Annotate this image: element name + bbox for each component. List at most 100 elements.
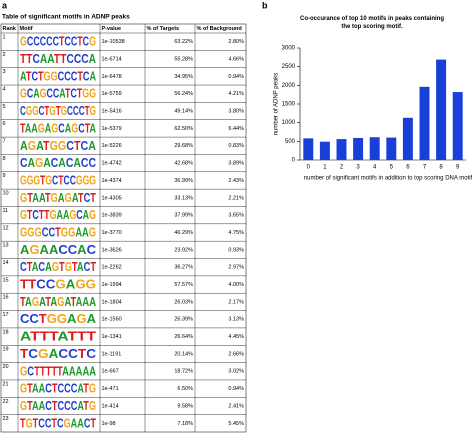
y-tick-label: 1500 bbox=[282, 102, 296, 108]
rank: 17 bbox=[3, 312, 9, 318]
column-header: P-value bbox=[102, 26, 122, 32]
rank: 4 bbox=[3, 86, 6, 92]
column-header: % of Targets bbox=[147, 26, 180, 32]
cell: 1e-3770 bbox=[102, 230, 122, 236]
motif-logo: TGTCCTCGAACT bbox=[20, 416, 96, 431]
rank: 15 bbox=[3, 277, 9, 283]
rank: 21 bbox=[3, 381, 9, 387]
x-tick-label: 5 bbox=[390, 165, 394, 171]
chart-title: Co-occurance of top 10 motifs in peaks c… bbox=[300, 16, 444, 30]
rank: 9 bbox=[3, 173, 6, 179]
y-tick-label: 2000 bbox=[282, 83, 296, 89]
cell: 9.58% bbox=[177, 403, 193, 409]
rank: 6 bbox=[3, 121, 6, 127]
cell: 1e-4305 bbox=[102, 195, 122, 201]
cell: 33.13% bbox=[174, 195, 193, 201]
x-tick-label: 4 bbox=[373, 165, 377, 171]
rank: 12 bbox=[3, 225, 9, 231]
motif-logo: GTCTTGAAGCAG bbox=[20, 208, 96, 223]
bar bbox=[452, 92, 463, 160]
cell: 56.24% bbox=[174, 91, 193, 97]
cell: 2.43% bbox=[228, 178, 244, 184]
cell: 6.44% bbox=[228, 126, 244, 132]
cell: 2.66% bbox=[228, 351, 244, 357]
x-tick-label: 1 bbox=[323, 165, 327, 171]
bar bbox=[353, 137, 364, 160]
cell: 1e-3626 bbox=[102, 247, 122, 253]
cell: 1e-5226 bbox=[102, 143, 122, 149]
x-tick-label: 6 bbox=[406, 165, 410, 171]
motif-logo: CTACAGTGTACT bbox=[20, 260, 96, 275]
y-tick-label: 0 bbox=[292, 158, 296, 164]
cell: 20.14% bbox=[174, 351, 193, 357]
rank: 13 bbox=[3, 243, 9, 249]
rank: 2 bbox=[3, 52, 6, 58]
motif-logo: A T T TA T T T bbox=[20, 329, 96, 344]
motif-logo: TAAGAGCAGCTA bbox=[20, 121, 96, 136]
cell: 4.00% bbox=[228, 282, 244, 288]
cell: 3.02% bbox=[228, 369, 244, 375]
rank: 14 bbox=[3, 260, 9, 266]
cell: 62.50% bbox=[174, 126, 193, 132]
cell: 3.13% bbox=[228, 317, 244, 323]
cell: 42.68% bbox=[174, 161, 193, 167]
cell: 4.66% bbox=[228, 56, 244, 62]
motif-logo: TTCCGAGG bbox=[20, 277, 96, 292]
rank: 16 bbox=[3, 295, 9, 301]
cell: 5.45% bbox=[228, 421, 244, 427]
motif-logo: GCCCCCTCCTCG bbox=[20, 34, 96, 49]
cell: 1e-1191 bbox=[102, 351, 122, 357]
cell: 36.99% bbox=[174, 178, 193, 184]
cell: 4.45% bbox=[228, 334, 244, 340]
bar bbox=[402, 117, 413, 160]
cell: 0.83% bbox=[228, 143, 244, 149]
rank: 7 bbox=[3, 139, 6, 145]
cell: 1e-6478 bbox=[102, 74, 122, 80]
cell: 26.64% bbox=[174, 334, 193, 340]
rank: 1 bbox=[3, 34, 6, 40]
x-tick-label: 9 bbox=[456, 165, 460, 171]
y-tick-label: 2500 bbox=[282, 64, 296, 70]
rank: 5 bbox=[3, 104, 6, 110]
motif-logo: CGGCTGTGCCCTG bbox=[20, 104, 96, 119]
motif-logo: GGGCCTGGAAG bbox=[20, 225, 96, 240]
bar bbox=[319, 141, 330, 160]
motif-logo: AGATGGCTCA bbox=[20, 138, 97, 153]
x-tick-label: 0 bbox=[307, 165, 311, 171]
motif-logo: CAGACACACC bbox=[20, 156, 96, 171]
rank: 20 bbox=[3, 364, 9, 370]
cell: 63.22% bbox=[174, 39, 193, 45]
cell: 3.65% bbox=[228, 213, 244, 219]
rank: 8 bbox=[3, 156, 6, 162]
panel-label: a bbox=[2, 0, 8, 10]
x-tick-label: 2 bbox=[340, 165, 344, 171]
cell: 57.57% bbox=[174, 282, 193, 288]
motif-logo: TAGATAGATAAA bbox=[20, 294, 96, 309]
bar bbox=[386, 137, 397, 160]
cell: 49.14% bbox=[174, 109, 193, 115]
cell: 1e-1994 bbox=[102, 282, 122, 288]
rank: 23 bbox=[3, 416, 9, 422]
rank: 11 bbox=[3, 208, 9, 214]
cell: 4.21% bbox=[228, 91, 244, 97]
column-header: Motif bbox=[20, 26, 33, 32]
motif-logo: ATCTGGCCCTCA bbox=[20, 69, 96, 84]
cell: 1e-6714 bbox=[102, 56, 122, 62]
x-tick-label: 7 bbox=[423, 165, 427, 171]
cell: 1e-5379 bbox=[102, 126, 122, 132]
cell: 0.94% bbox=[228, 74, 244, 80]
rank: 18 bbox=[3, 329, 9, 335]
cell: 26.03% bbox=[174, 299, 193, 305]
rank: 3 bbox=[3, 69, 6, 75]
cell: 1e-3839 bbox=[102, 213, 122, 219]
cell: 1e-1560 bbox=[102, 317, 122, 323]
y-tick-label: 1000 bbox=[282, 120, 296, 126]
cell: 1e-1804 bbox=[102, 299, 122, 305]
cell: 1e-471 bbox=[102, 386, 119, 392]
cell: 0.93% bbox=[228, 247, 244, 253]
bar bbox=[369, 137, 380, 160]
x-axis-label: number of significant motifs in addition… bbox=[304, 176, 473, 182]
cell: 3.89% bbox=[228, 161, 244, 167]
cell: 1e-4742 bbox=[102, 161, 122, 167]
